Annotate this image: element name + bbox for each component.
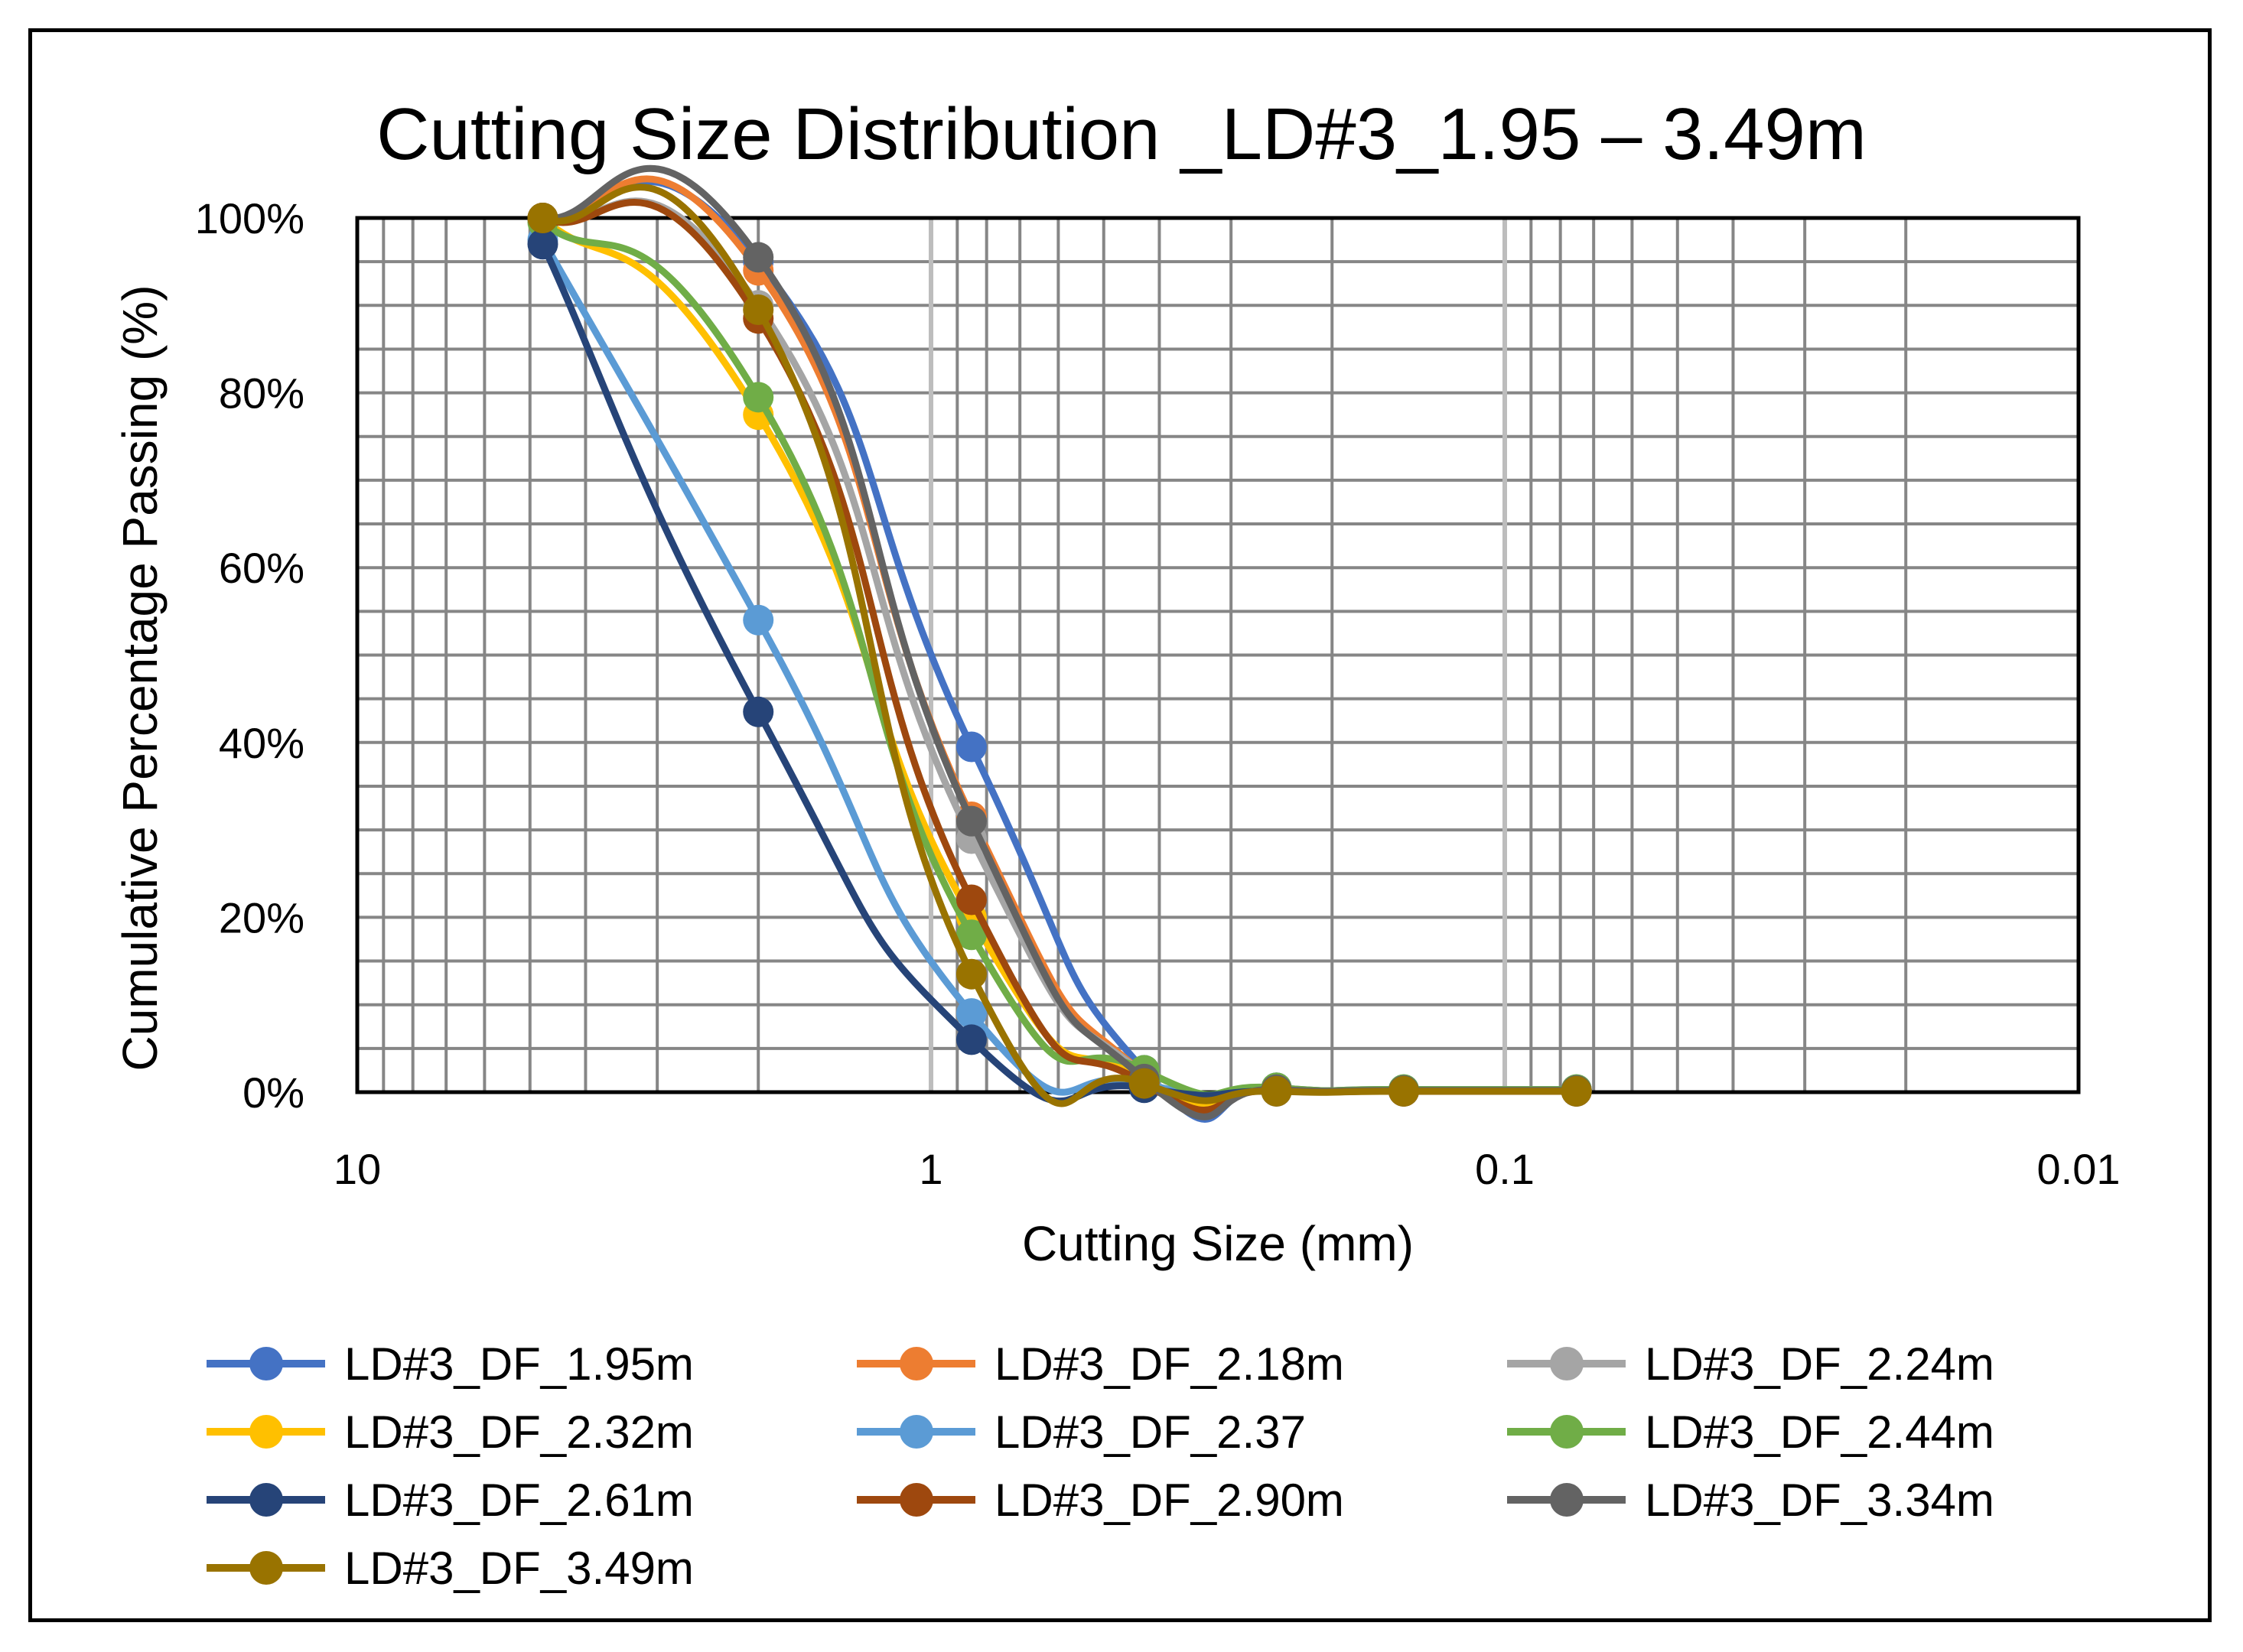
legend-item: LD#3_DF_2.32m	[207, 1406, 694, 1458]
legend: LD#3_DF_1.95m LD#3_DF_2.18m LD#3_DF_2.24m L…	[207, 1338, 1994, 1594]
legend-item: LD#3_DF_3.49m	[207, 1543, 694, 1594]
chart-frame	[28, 28, 2212, 1622]
y-tick-label: 60%	[219, 544, 304, 592]
data-point	[743, 382, 774, 413]
legend-label: LD#3_DF_2.37	[995, 1406, 1306, 1458]
data-point	[743, 696, 774, 727]
y-tick-label: 40%	[219, 719, 304, 767]
data-point	[955, 919, 987, 951]
grid-lines	[357, 218, 2079, 1092]
legend-marker	[900, 1415, 933, 1449]
x-tick-label: 10	[334, 1145, 381, 1193]
data-point	[1561, 1075, 1592, 1107]
data-point	[743, 242, 774, 273]
data-point	[1261, 1075, 1292, 1107]
data-point	[527, 203, 558, 233]
legend-item: LD#3_DF_2.90m	[857, 1475, 1344, 1526]
legend-item: LD#3_DF_3.34m	[1507, 1475, 1994, 1526]
data-point	[743, 604, 774, 636]
legend-marker	[1550, 1483, 1584, 1517]
legend-marker	[249, 1347, 283, 1380]
legend-label: LD#3_DF_2.61m	[344, 1475, 694, 1526]
data-point	[955, 958, 987, 990]
chart-title: Cutting Size Distribution _LD#3_1.95 – 3…	[376, 93, 1867, 175]
data-point	[527, 229, 558, 260]
y-tick-label: 80%	[219, 369, 304, 418]
series-line	[539, 184, 1581, 1107]
legend-label: LD#3_DF_3.49m	[344, 1543, 694, 1594]
legend-item: LD#3_DF_2.24m	[1507, 1338, 1994, 1390]
legend-label: LD#3_DF_1.95m	[344, 1338, 694, 1390]
data-point	[1388, 1075, 1419, 1107]
x-tick-label: 1	[919, 1145, 942, 1193]
legend-label: LD#3_DF_3.34m	[1645, 1475, 1994, 1526]
y-axis-label: Cumulative Percentage Passing (%)	[112, 285, 168, 1071]
data-point	[955, 805, 987, 837]
data-point	[743, 294, 774, 326]
data-point	[955, 884, 987, 915]
x-tick-label: 0.01	[2037, 1145, 2121, 1193]
legend-marker	[900, 1483, 933, 1517]
legend-marker	[1550, 1415, 1584, 1449]
legend-marker	[249, 1551, 283, 1585]
data-point	[1128, 1068, 1160, 1099]
x-axis-label: Cutting Size (mm)	[1022, 1216, 1414, 1271]
y-tick-label: 20%	[219, 893, 304, 941]
legend-label: LD#3_DF_2.32m	[344, 1406, 694, 1458]
legend-item: LD#3_DF_2.61m	[207, 1475, 694, 1526]
series-LD#3_DF_3.49m	[527, 184, 1592, 1107]
legend-item: LD#3_DF_1.95m	[207, 1338, 694, 1390]
y-tick-label: 0%	[243, 1068, 304, 1117]
legend-marker	[249, 1415, 283, 1449]
y-tick-label: 100%	[195, 194, 304, 242]
legend-item: LD#3_DF_2.44m	[1507, 1406, 1994, 1458]
legend-label: LD#3_DF_2.24m	[1645, 1338, 1994, 1390]
data-point	[955, 1024, 987, 1055]
legend-label: LD#3_DF_2.90m	[995, 1475, 1344, 1526]
data-point	[955, 731, 987, 763]
axis-ticks: 10 1 0.1 0.01 0% 20% 40% 60% 80% 100%	[195, 194, 2121, 1193]
legend-marker	[900, 1347, 933, 1380]
series-lines	[527, 164, 1592, 1123]
legend-marker	[1550, 1347, 1584, 1380]
x-tick-label: 0.1	[1475, 1145, 1535, 1193]
legend-label: LD#3_DF_2.18m	[995, 1338, 1344, 1390]
legend-marker	[249, 1483, 283, 1517]
legend-label: LD#3_DF_2.44m	[1645, 1406, 1994, 1458]
data-point	[955, 998, 987, 1029]
legend-item: LD#3_DF_2.18m	[857, 1338, 1344, 1390]
legend-item: LD#3_DF_2.37	[857, 1406, 1306, 1458]
